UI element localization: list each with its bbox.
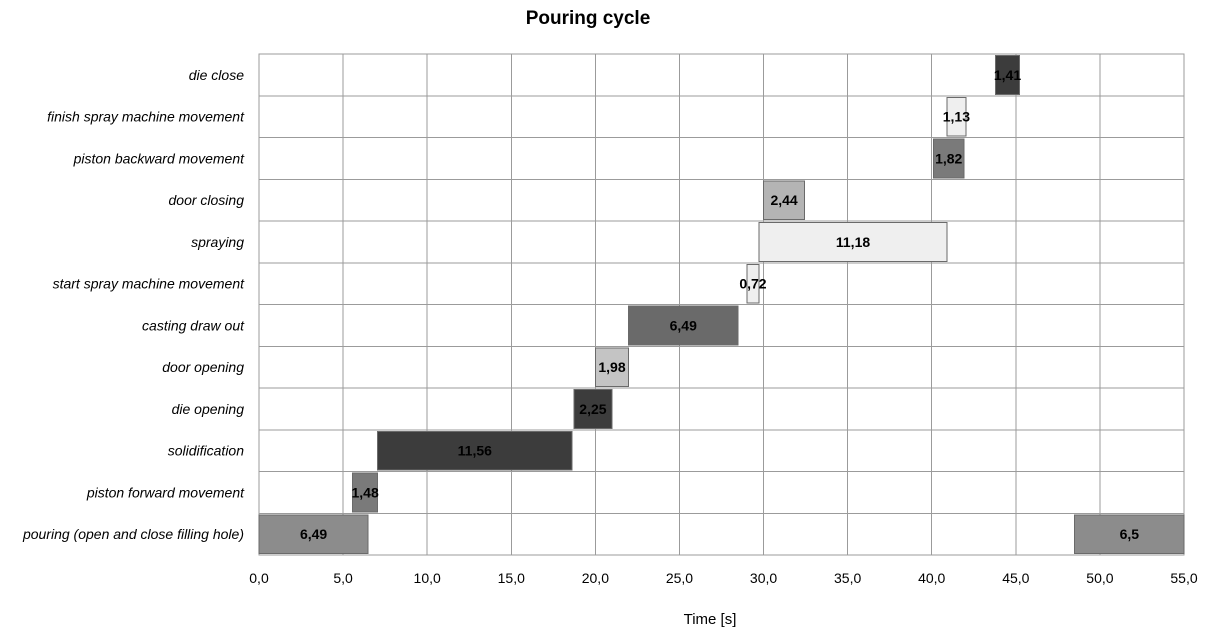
bar-value-label: 1,48 (351, 484, 378, 500)
category-labels: die close finish spray machine movement pi… (22, 67, 245, 542)
x-tick-label: 10,0 (414, 570, 441, 586)
category-label: die close (189, 67, 244, 83)
x-tick-label: 40,0 (918, 570, 945, 586)
bar-value-label: 6,5 (1120, 526, 1140, 542)
task-bar (932, 138, 965, 179)
x-tick-label: 35,0 (834, 570, 861, 586)
x-axis-ticks: 0,0 5,0 10,0 15,0 20,0 25,0 30,0 35,0 40,0 45,0 50… (249, 570, 1198, 586)
task-bar (1074, 514, 1185, 554)
bar-value-label: 2,44 (770, 192, 797, 208)
x-tick-label: 5,0 (333, 570, 353, 586)
grid (258, 53, 1185, 556)
bar-value-label: 1,98 (598, 359, 625, 375)
category-label: start spray machine movement (53, 276, 246, 292)
bar-value-label: 1,13 (943, 109, 970, 125)
bar-value-label: 1,41 (994, 67, 1021, 83)
category-label: door closing (169, 192, 245, 208)
bar-value-label: 0,72 (739, 276, 766, 292)
x-tick-label: 55,0 (1170, 570, 1197, 586)
category-label: pouring (open and close filling hole) (22, 526, 244, 542)
task-bar (946, 96, 967, 137)
bar-value-label: 11,56 (458, 443, 492, 459)
category-label: spraying (191, 234, 244, 250)
task-bar (995, 55, 1020, 95)
category-label: solidification (168, 443, 244, 459)
category-label: casting draw out (142, 317, 245, 333)
bar-value-label: 1,82 (935, 150, 962, 166)
x-tick-label: 25,0 (666, 570, 693, 586)
chart-title: Pouring cycle (526, 8, 651, 29)
x-tick-label: 30,0 (750, 570, 777, 586)
task-bar (573, 389, 613, 429)
category-label: piston forward movement (86, 484, 245, 500)
task-bar (763, 180, 806, 220)
category-label: die opening (172, 401, 245, 417)
category-label: door opening (162, 359, 244, 375)
bars: 1,41 1,13 1,82 2,44 11,18 0,72 6,49 1,98 2,25 11,… (258, 55, 1185, 554)
task-bar (352, 472, 379, 513)
bar-value-label: 11,18 (836, 234, 870, 250)
task-bar (258, 514, 369, 554)
task-bar (594, 347, 630, 387)
x-tick-label: 15,0 (498, 570, 525, 586)
bar-value-label: 6,49 (300, 526, 327, 542)
task-bar (628, 305, 739, 346)
task-bar (746, 263, 760, 304)
task-bar (758, 222, 948, 262)
bar-value-label: 6,49 (670, 317, 697, 333)
x-tick-label: 45,0 (1002, 570, 1029, 586)
category-label: piston backward movement (73, 150, 246, 166)
bar-value-label: 2,25 (579, 401, 606, 417)
category-label: finish spray machine movement (47, 109, 245, 125)
task-bar (377, 430, 573, 471)
x-tick-label: 50,0 (1086, 570, 1113, 586)
x-tick-label: 20,0 (582, 570, 609, 586)
x-axis-label: Time [s] (684, 611, 737, 628)
x-tick-label: 0,0 (249, 570, 269, 586)
